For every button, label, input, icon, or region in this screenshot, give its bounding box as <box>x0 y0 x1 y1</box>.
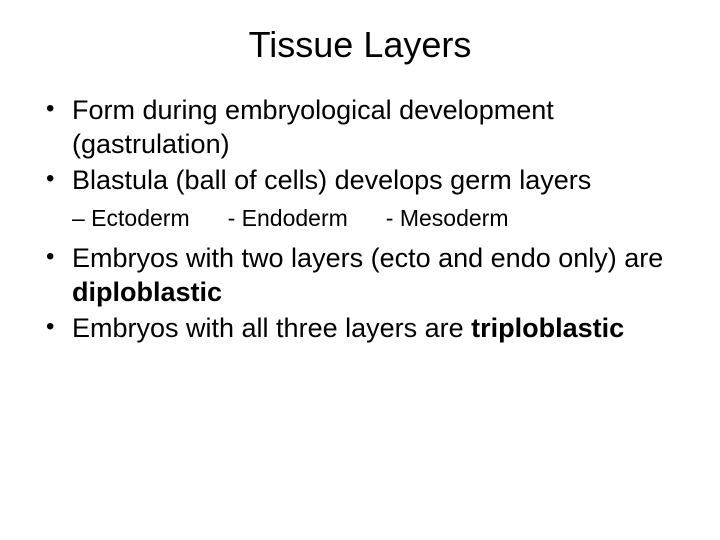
slide-title: Tissue Layers <box>42 24 678 66</box>
sub-item-endoderm: - Endoderm <box>228 205 348 232</box>
bullet-4-bold: triploblastic <box>471 313 624 343</box>
bullet-3-text: Embryos with two layers (ecto and endo o… <box>72 243 663 273</box>
germ-layers-row: – Ectoderm - Endoderm - Mesoderm <box>42 205 678 232</box>
bullet-item-2: Blastula (ball of cells) develops germ l… <box>42 164 678 198</box>
bullet-4-text: Embryos with all three layers are <box>72 313 471 343</box>
sub-item-mesoderm: - Mesoderm <box>386 205 509 232</box>
bullet-item-1: Form during embryological development (g… <box>42 94 678 162</box>
sub-item-ectoderm: – Ectoderm <box>72 205 190 232</box>
bullet-list: Form during embryological development (g… <box>42 94 678 197</box>
bullet-item-4: Embryos with all three layers are triplo… <box>42 312 678 346</box>
bullet-item-3: Embryos with two layers (ecto and endo o… <box>42 242 678 310</box>
bullet-3-bold: diploblastic <box>72 277 222 307</box>
bullet-list-2: Embryos with two layers (ecto and endo o… <box>42 242 678 345</box>
